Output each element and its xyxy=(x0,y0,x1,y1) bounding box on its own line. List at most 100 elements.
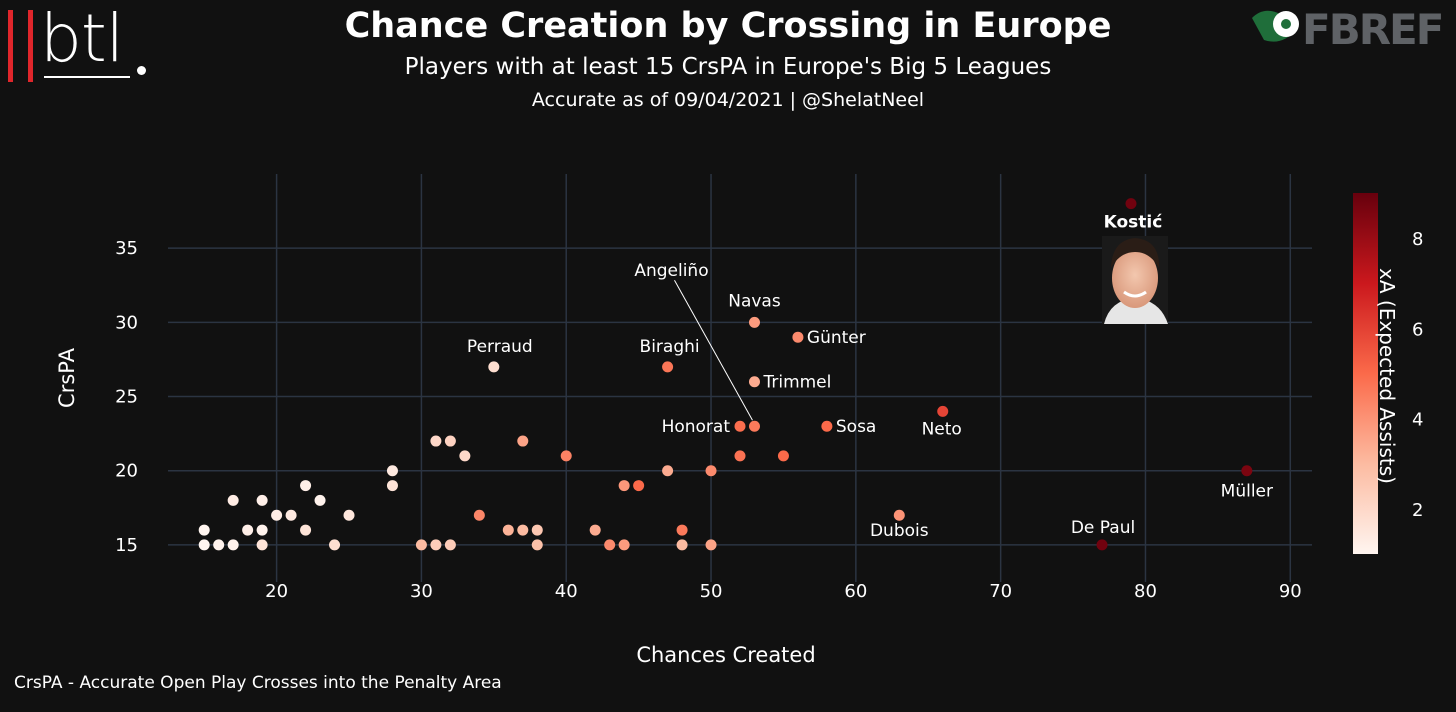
point-label-dubois: Dubois xyxy=(870,521,929,541)
colorbar-label: xA (Expected Assists) xyxy=(1375,268,1399,484)
point-31 xyxy=(285,509,297,521)
point-21 xyxy=(777,450,789,462)
point-33 xyxy=(473,509,485,521)
point-label-perraud: Perraud xyxy=(467,337,533,357)
colorbar-tick-6: 6 xyxy=(1412,319,1423,340)
point-trimmel xyxy=(748,376,760,388)
colorbar-tick-8: 8 xyxy=(1412,229,1423,250)
point-46 xyxy=(256,539,268,551)
player-photo xyxy=(1102,236,1168,324)
logo-dot xyxy=(137,66,146,75)
y-axis-label: CrsPA xyxy=(55,347,79,408)
point-label-de-paul: De Paul xyxy=(1071,518,1135,538)
leader-lines xyxy=(674,279,753,421)
point-27 xyxy=(227,494,239,506)
point-40 xyxy=(531,524,543,536)
x-tick-label-20: 20 xyxy=(265,581,288,602)
point-label-g-nter: Günter xyxy=(807,328,866,348)
point-49 xyxy=(430,539,442,551)
point-labels: Kostić Navas Günter Perraud Biraghi Trimmel Ne… xyxy=(467,213,1273,542)
point-15 xyxy=(459,450,471,462)
chart-byline: Accurate as of 09/04/2021 | @ShelatNeel xyxy=(531,89,925,111)
btl-logo: btl xyxy=(0,0,160,90)
x-tick-label-80: 80 xyxy=(1134,581,1157,602)
point-34 xyxy=(198,524,210,536)
point-41 xyxy=(589,524,601,536)
point-48 xyxy=(415,539,427,551)
point-perraud xyxy=(488,361,500,373)
colorbar-ticks: 2 4 6 8 xyxy=(1412,229,1423,521)
x-tick-label-60: 60 xyxy=(844,581,867,602)
logo-bar-2 xyxy=(28,10,33,82)
chart-title: Chance Creation by Crossing in Europe xyxy=(344,6,1112,46)
point-label-trimmel: Trimmel xyxy=(762,373,831,393)
point-angeli-o xyxy=(748,420,760,432)
point-25 xyxy=(386,480,398,492)
colorbar: 2 4 6 8 xA (Expected Assists) xyxy=(1353,193,1423,554)
logo-bar-1 xyxy=(8,10,13,82)
point-m-ller xyxy=(1241,465,1253,477)
point-45 xyxy=(227,539,239,551)
point-14 xyxy=(444,435,456,447)
point-neto xyxy=(937,405,949,417)
point-43 xyxy=(198,539,210,551)
point-19 xyxy=(705,465,717,477)
y-tick-label-15: 15 xyxy=(115,535,138,556)
x-tick-label-40: 40 xyxy=(555,581,578,602)
y-tick-label-35: 35 xyxy=(115,238,138,259)
point-32 xyxy=(343,509,355,521)
colorbar-tick-2: 2 xyxy=(1412,500,1423,521)
point-label-angeli-o: Angeliño xyxy=(634,261,708,281)
footnote: CrsPA - Accurate Open Play Crosses into … xyxy=(14,673,502,693)
x-axis-label: Chances Created xyxy=(636,643,815,667)
fbref-logo: FBREF xyxy=(1252,5,1444,54)
point-51 xyxy=(531,539,543,551)
point-sosa xyxy=(821,420,833,432)
point-42 xyxy=(676,524,688,536)
point-22 xyxy=(618,480,630,492)
point-17 xyxy=(560,450,572,462)
point-g-nter xyxy=(792,331,804,343)
point-23 xyxy=(633,480,645,492)
point-label-kosti-: Kostić xyxy=(1104,213,1163,233)
point-30 xyxy=(271,509,283,521)
leader-line-angelino xyxy=(674,279,753,421)
point-biraghi xyxy=(662,361,674,373)
photo-hair xyxy=(1111,238,1160,268)
point-44 xyxy=(213,539,225,551)
brand-right-text: FBREF xyxy=(1302,5,1442,54)
photo-smile xyxy=(1123,290,1147,298)
colorbar-gradient xyxy=(1353,193,1378,554)
photo-shirt xyxy=(1104,298,1168,324)
point-55 xyxy=(705,539,717,551)
chart-subtitle: Players with at least 15 CrsPA in Europe… xyxy=(404,54,1052,80)
point-52 xyxy=(604,539,616,551)
point-36 xyxy=(256,524,268,536)
point-50 xyxy=(444,539,456,551)
logo-underline xyxy=(44,76,130,78)
point-de-paul xyxy=(1096,539,1108,551)
brand-left-text: btl xyxy=(40,0,124,77)
point-29 xyxy=(314,494,326,506)
point-47 xyxy=(329,539,341,551)
data-points xyxy=(198,198,1253,551)
point-28 xyxy=(256,494,268,506)
point-kosti- xyxy=(1125,198,1137,210)
point-label-biraghi: Biraghi xyxy=(640,337,700,357)
point-37 xyxy=(300,524,312,536)
point-35 xyxy=(242,524,254,536)
point-53 xyxy=(618,539,630,551)
y-tick-label-25: 25 xyxy=(115,387,138,408)
point-54 xyxy=(676,539,688,551)
point-label-honorat: Honorat xyxy=(662,417,731,437)
point-20 xyxy=(734,450,746,462)
point-18 xyxy=(662,465,674,477)
x-tick-label-90: 90 xyxy=(1279,581,1302,602)
axis-ticks: 20 30 40 50 60 70 80 90 15 20 25 30 35 xyxy=(115,238,1302,602)
point-24 xyxy=(386,465,398,477)
grid xyxy=(168,174,1312,582)
point-honorat xyxy=(734,420,746,432)
x-tick-label-30: 30 xyxy=(410,581,433,602)
point-38 xyxy=(502,524,514,536)
